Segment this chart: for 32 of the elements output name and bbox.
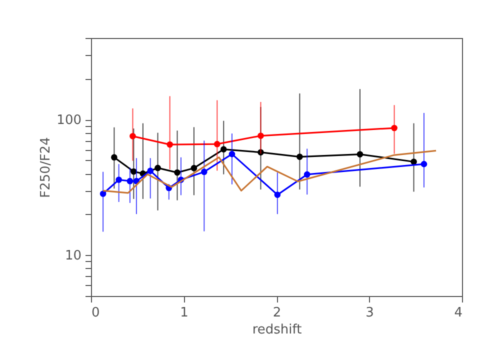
point	[274, 192, 281, 198]
x-tick-label: 1	[180, 306, 188, 320]
y-tick-label: 10	[64, 248, 82, 264]
point	[214, 140, 220, 148]
point	[116, 176, 122, 183]
point	[166, 141, 173, 148]
point	[190, 164, 198, 172]
point	[126, 178, 134, 184]
y-tick-label: 100	[56, 113, 82, 128]
point	[228, 150, 236, 158]
point	[174, 169, 180, 176]
point	[220, 146, 227, 152]
point	[200, 168, 208, 175]
x-tick-label: 4	[454, 306, 462, 320]
point	[130, 168, 137, 175]
point	[111, 154, 118, 160]
point	[100, 190, 106, 197]
point	[130, 133, 136, 140]
x-tick-label: 0	[92, 306, 100, 320]
x-tick-label: 3	[366, 306, 374, 320]
point	[356, 151, 364, 158]
y-axis-title: F250/F24	[38, 137, 54, 198]
point	[147, 168, 154, 174]
point	[258, 132, 264, 139]
point	[391, 124, 398, 132]
point	[154, 164, 161, 172]
x-tick-label: 2	[272, 306, 282, 320]
point	[304, 171, 310, 178]
point	[296, 154, 303, 160]
point	[420, 160, 428, 168]
point	[410, 158, 417, 165]
x-axis-title: redshift	[252, 322, 302, 338]
